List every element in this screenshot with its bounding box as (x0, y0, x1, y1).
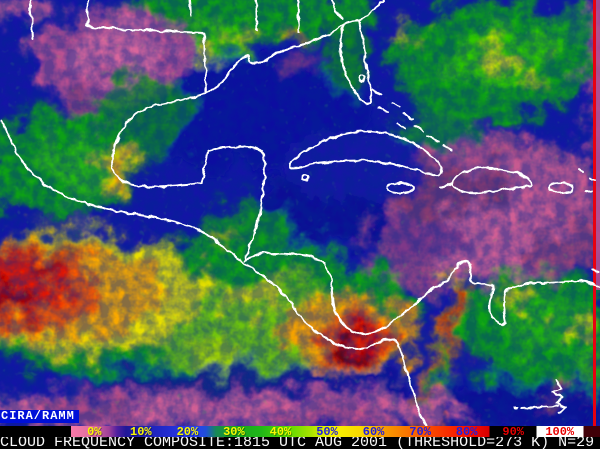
hispaniola-coast (440, 166, 532, 195)
colorbar-tick-70: 70% (409, 425, 431, 439)
caption-text: CLOUD FREQUENCY COMPOSITE:1815 UTC AUG 2… (0, 437, 600, 449)
right-edge-margin (596, 0, 600, 290)
colorbar-tick-50: 50% (316, 425, 338, 439)
puerto-rico-coast (548, 182, 574, 194)
state-borders (29, 0, 385, 94)
map-canvas (0, 0, 600, 426)
pacific-coast (0, 119, 428, 426)
colorbar-tick-100: 100% (545, 425, 575, 439)
colorbar-tick-60: 60% (362, 425, 385, 439)
right-edge-line (593, 0, 596, 426)
colorbar-ticks: 0% 10% 20% 30% 40% 50% 60% 70% 80% 90% 1… (71, 426, 583, 438)
honduras-nicaragua-coast (244, 252, 365, 336)
cira-ramm-credit: CIRA/RAMM (0, 410, 79, 423)
colorbar-tick-30: 30% (223, 425, 245, 439)
green-noise-texture (0, 0, 600, 426)
colorbar-tick-0: 0% (87, 425, 102, 439)
jamaica-coast (385, 182, 415, 194)
cloud-frequency-map: CIRA/RAMM (0, 0, 600, 426)
lake-okeechobee (358, 74, 366, 82)
coastlines (0, 0, 600, 426)
colorbar-gradient (71, 426, 600, 438)
cuba-coast (288, 130, 443, 177)
colorbar: 0% 10% 20% 30% 40% 50% 60% 70% 80% 90% 1… (0, 426, 600, 438)
florida-coast (339, 20, 372, 105)
ecuador-coast (513, 379, 567, 414)
south-america-north-coast (363, 260, 600, 336)
colorbar-tick-90: 90% (502, 425, 524, 439)
mexico-gulf-coast (111, 92, 207, 189)
bahamas-islands (371, 89, 599, 273)
colorbar-tick-80: 80% (455, 425, 478, 439)
yucatan-coast (201, 145, 266, 261)
colorbar-tick-10: 10% (130, 425, 152, 439)
colorbar-tick-40: 40% (269, 425, 292, 439)
colorbar-tick-20: 20% (176, 425, 199, 439)
isle-of-youth (301, 174, 309, 182)
